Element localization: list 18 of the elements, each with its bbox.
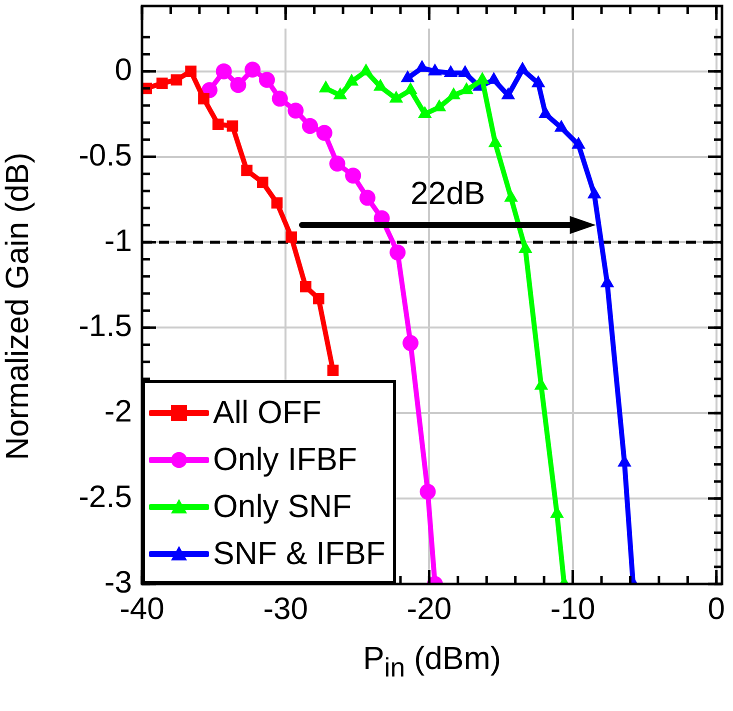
y-tick-label: 0	[114, 52, 132, 87]
annotation: 22dB	[409, 175, 486, 212]
y-tick-label: -1	[104, 222, 132, 258]
x-tick-label: -30	[263, 591, 308, 626]
legend-label: Only IFBF	[213, 440, 358, 479]
y-tick-label: -2.5	[78, 479, 132, 514]
x-tick-label: -20	[406, 591, 452, 626]
y-tick-label: -1.5	[78, 308, 132, 344]
y-tick-label: -2	[104, 394, 132, 429]
x-axis-title: P$_{in}$ (dBm)	[362, 639, 502, 684]
y-tick-label: -0.5	[78, 137, 132, 172]
legend-label: Only SNF	[213, 487, 352, 526]
legend-label: All OFF	[213, 393, 322, 432]
legend-label: SNF & IFBF	[213, 534, 386, 573]
y-tick-label: -3	[104, 564, 132, 600]
x-tick-label: -10	[550, 591, 596, 626]
y-axis-title: Normalized Gain (dB)	[0, 152, 36, 460]
x-tick-label: 0	[708, 591, 726, 626]
